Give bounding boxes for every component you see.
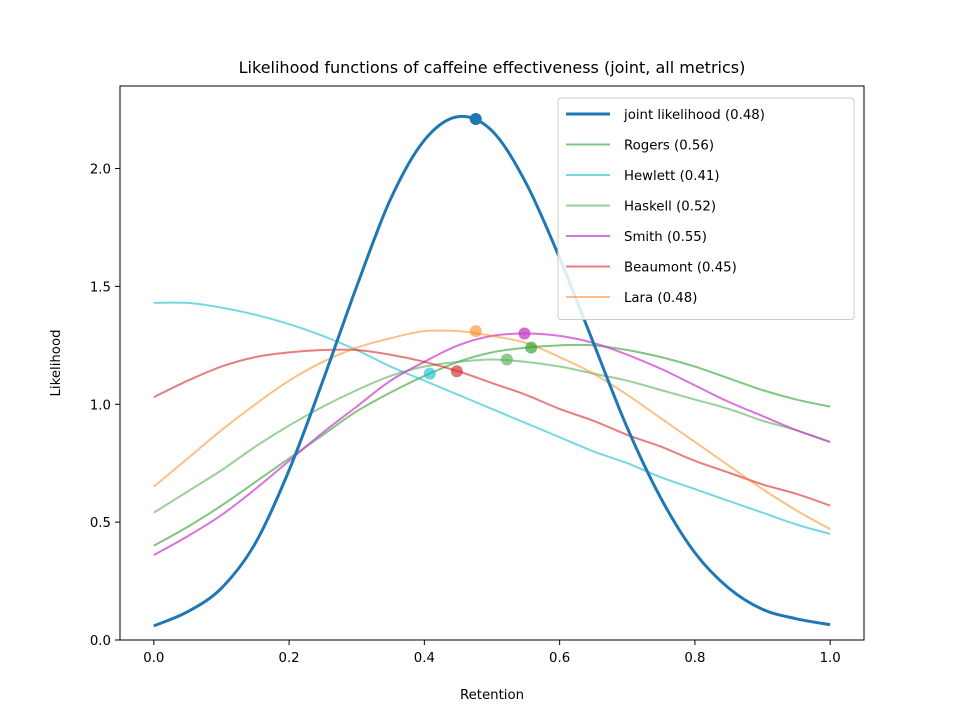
legend-label-3: Haskell (0.52) — [624, 200, 716, 215]
series-max-marker-2 — [423, 367, 436, 380]
plot-frame — [119, 85, 865, 641]
x-axis-label: Retention — [460, 688, 524, 703]
y-tick-label: 2.0 — [90, 163, 111, 178]
series-line-3 — [153, 358, 831, 514]
series-line-6 — [153, 329, 831, 531]
x-tick-label: 0.6 — [549, 651, 570, 666]
y-axis: 0.0 0.5 1.0 1.5 2.0 — [90, 163, 120, 649]
x-tick-label: 0.0 — [143, 651, 164, 666]
series-line-0 — [153, 114, 831, 628]
legend-label-2: Hewlett (0.41) — [624, 169, 720, 184]
legend: joint likelihood (0.48) Rogers (0.56) Hewl… — [557, 97, 855, 320]
series-line-2 — [153, 301, 831, 535]
y-tick-label: 1.5 — [90, 280, 111, 295]
x-tick-label: 0.2 — [279, 651, 300, 666]
series-max-marker-0 — [469, 113, 482, 126]
series-max-marker-3 — [500, 353, 513, 366]
series-max-marker-1 — [525, 341, 538, 354]
legend-label-4: Smith (0.55) — [624, 230, 707, 245]
y-tick-label: 0.5 — [90, 516, 111, 531]
chart-title: Likelihood functions of caffeine effecti… — [239, 58, 746, 77]
legend-label-0: joint likelihood (0.48) — [623, 108, 765, 123]
series-line-5 — [153, 348, 831, 507]
series-max-marker-6 — [469, 325, 482, 338]
x-tick-label: 0.8 — [684, 651, 705, 666]
legend-box — [557, 97, 855, 320]
y-axis-label: Likelihood — [49, 329, 64, 396]
series-line-1 — [153, 343, 831, 547]
x-tick-label: 1.0 — [820, 651, 841, 666]
y-tick-label: 1.0 — [90, 398, 111, 413]
y-tick-label: 0.0 — [90, 634, 111, 649]
x-tick-label: 0.4 — [414, 651, 435, 666]
legend-label-5: Beaumont (0.45) — [624, 261, 737, 276]
legend-label-1: Rogers (0.56) — [624, 139, 714, 154]
series-max-marker-4 — [518, 327, 531, 340]
x-axis: 0.0 0.2 0.4 0.6 0.8 1.0 — [143, 640, 841, 666]
series-max-marker-5 — [450, 365, 463, 378]
legend-label-6: Lara (0.48) — [624, 291, 697, 306]
